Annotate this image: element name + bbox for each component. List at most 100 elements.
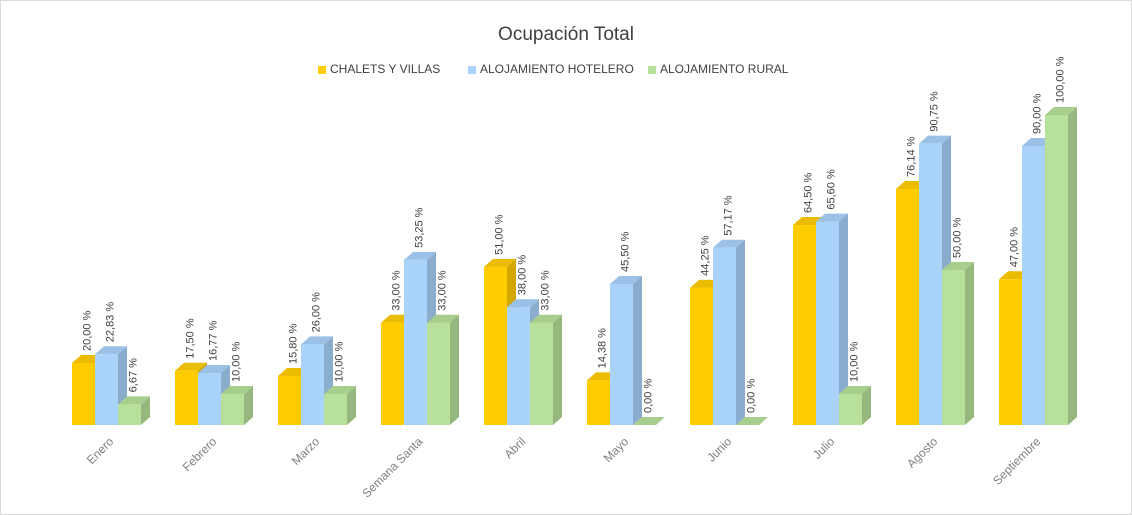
bar-side (839, 213, 848, 425)
bar-top (816, 213, 848, 222)
data-label: 10,00 % (848, 341, 860, 382)
bar-top-shade (507, 299, 539, 308)
bar-top (919, 135, 951, 144)
bar (1022, 146, 1045, 425)
legend-swatch (318, 66, 326, 74)
bar (198, 373, 221, 425)
bar (839, 394, 862, 425)
bar-top-shade (919, 135, 951, 144)
chart-title: Ocupación Total (498, 24, 634, 45)
bar-side-shade (141, 396, 150, 425)
bar (793, 225, 816, 425)
bar-top-shade (713, 239, 745, 248)
bar-top-shade (816, 213, 848, 222)
data-label: 33,00 % (436, 270, 448, 311)
bar-top (530, 314, 562, 323)
bar-top-shade (221, 386, 253, 394)
data-label: 22,83 % (104, 302, 116, 343)
data-label: 57,17 % (722, 195, 734, 236)
bar-side (862, 386, 871, 425)
bar-top (713, 239, 745, 248)
legend-label: ALOJAMIENTO HOTELERO (480, 62, 634, 76)
bar (713, 247, 736, 425)
data-label: 26,00 % (310, 292, 322, 333)
data-label: 17,50 % (184, 318, 196, 359)
bar (301, 344, 324, 425)
bar (404, 259, 427, 425)
data-label: 51,00 % (493, 214, 505, 255)
bar-top (95, 346, 127, 355)
bar-top (404, 251, 436, 260)
bar-side (965, 262, 974, 425)
bar-side (736, 239, 745, 425)
bar (1045, 115, 1068, 425)
bar-top (175, 362, 207, 371)
data-label: 90,75 % (928, 91, 940, 132)
bar-side-shade (1068, 107, 1077, 425)
legend-swatch (468, 66, 476, 74)
bar-top (301, 336, 333, 345)
bar-side-shade (553, 314, 562, 425)
bar (530, 322, 553, 425)
data-label: 76,14 % (905, 136, 917, 177)
bar-top-shade (530, 314, 562, 323)
bar (278, 376, 301, 425)
bar (507, 307, 530, 425)
data-label: 0,00 % (642, 379, 654, 413)
bar-top-shade (942, 262, 974, 270)
bar-side (553, 314, 562, 425)
bar-side-shade (736, 239, 745, 425)
bar-side-shade (862, 386, 871, 425)
data-label: 10,00 % (333, 341, 345, 382)
bar-side-shade (633, 275, 642, 425)
data-label: 47,00 % (1008, 227, 1020, 268)
bar-side-shade (347, 386, 356, 425)
data-label: 100,00 % (1054, 56, 1066, 103)
bar-top (324, 386, 356, 394)
bar-side (244, 386, 253, 425)
bar-top-shade (198, 365, 230, 374)
bar-top (221, 386, 253, 394)
bar (690, 287, 713, 425)
bar-side-shade (839, 213, 848, 425)
bar-top-shade (633, 417, 665, 425)
bar-top (484, 258, 516, 267)
legend-swatch (648, 66, 656, 74)
bar (118, 404, 141, 425)
bar-top-shade (175, 362, 207, 371)
data-label: 90,00 % (1031, 93, 1043, 134)
data-label: 65,60 % (825, 169, 837, 210)
data-label: 15,80 % (287, 323, 299, 364)
bar (587, 380, 610, 425)
data-label: 64,50 % (802, 172, 814, 213)
data-label: 16,77 % (207, 320, 219, 361)
bar-top-shade (95, 346, 127, 355)
bar-top (507, 299, 539, 308)
data-label: 20,00 % (81, 310, 93, 351)
bar-top-shade (839, 386, 871, 394)
bar-top (839, 386, 871, 394)
bar-top-shade (484, 258, 516, 267)
bar-top-shade (324, 386, 356, 394)
bar-side (347, 386, 356, 425)
bar-top (198, 365, 230, 374)
data-label: 14,38 % (596, 328, 608, 369)
bar (427, 322, 450, 425)
bar (919, 143, 942, 426)
bar-top (118, 396, 150, 405)
bar-side (141, 396, 150, 425)
bar-top-shade (610, 275, 642, 284)
data-label: 6,67 % (127, 358, 139, 392)
bar-top-shade (118, 396, 150, 405)
bar-top-shade (301, 336, 333, 345)
data-label: 10,00 % (230, 341, 242, 382)
data-label: 44,25 % (699, 235, 711, 276)
bar-top (427, 314, 459, 323)
bar-side-shade (244, 386, 253, 425)
bar (816, 221, 839, 425)
bar-top (736, 417, 768, 425)
data-label: 45,50 % (619, 231, 631, 272)
bar-top (942, 262, 974, 270)
bar (484, 266, 507, 425)
bar (381, 322, 404, 425)
